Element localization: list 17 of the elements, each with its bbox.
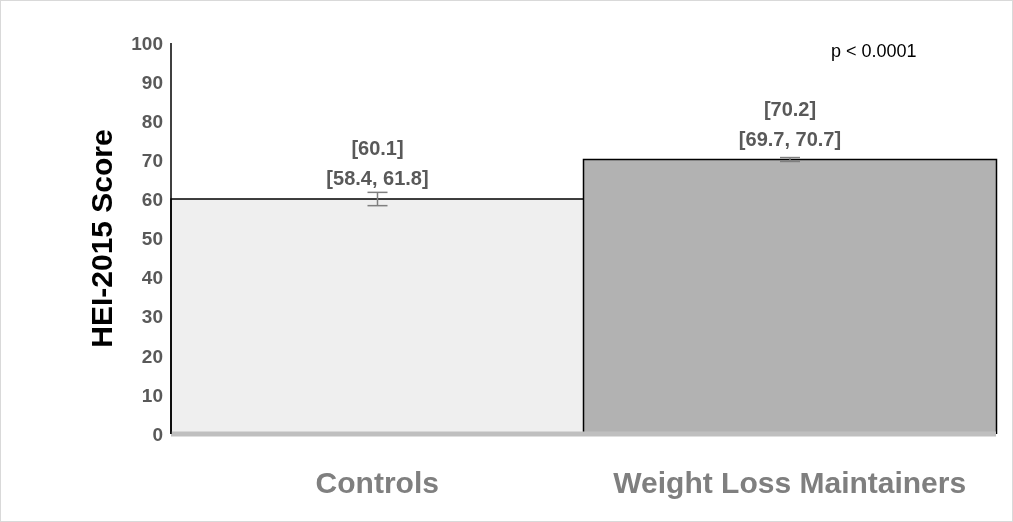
y-tick-label: 10 — [141, 384, 163, 406]
x-tick-label: Weight Loss Maintainers — [613, 466, 967, 500]
y-tick-label: 100 — [131, 32, 163, 54]
data-label: [70.2] [69.7, 70.7] — [738, 97, 842, 150]
x-tick-label: Controls — [315, 466, 439, 500]
y-tick-label: 0 — [152, 423, 163, 445]
y-tick-label: 90 — [141, 71, 163, 93]
y-tick-label: 70 — [141, 150, 163, 172]
y-axis-title: HEI-2015 Score — [84, 129, 118, 348]
y-tick-label: 80 — [141, 110, 163, 132]
annotation: p < 0.0001 — [831, 41, 917, 62]
y-tick-label: 50 — [141, 228, 163, 250]
y-tick-label: 30 — [141, 306, 163, 328]
y-tick-label: 60 — [141, 189, 163, 211]
y-tick-label: 40 — [141, 267, 163, 289]
y-tick-label: 20 — [141, 345, 163, 367]
data-label: [60.1] [58.4, 61.8] — [326, 137, 429, 190]
